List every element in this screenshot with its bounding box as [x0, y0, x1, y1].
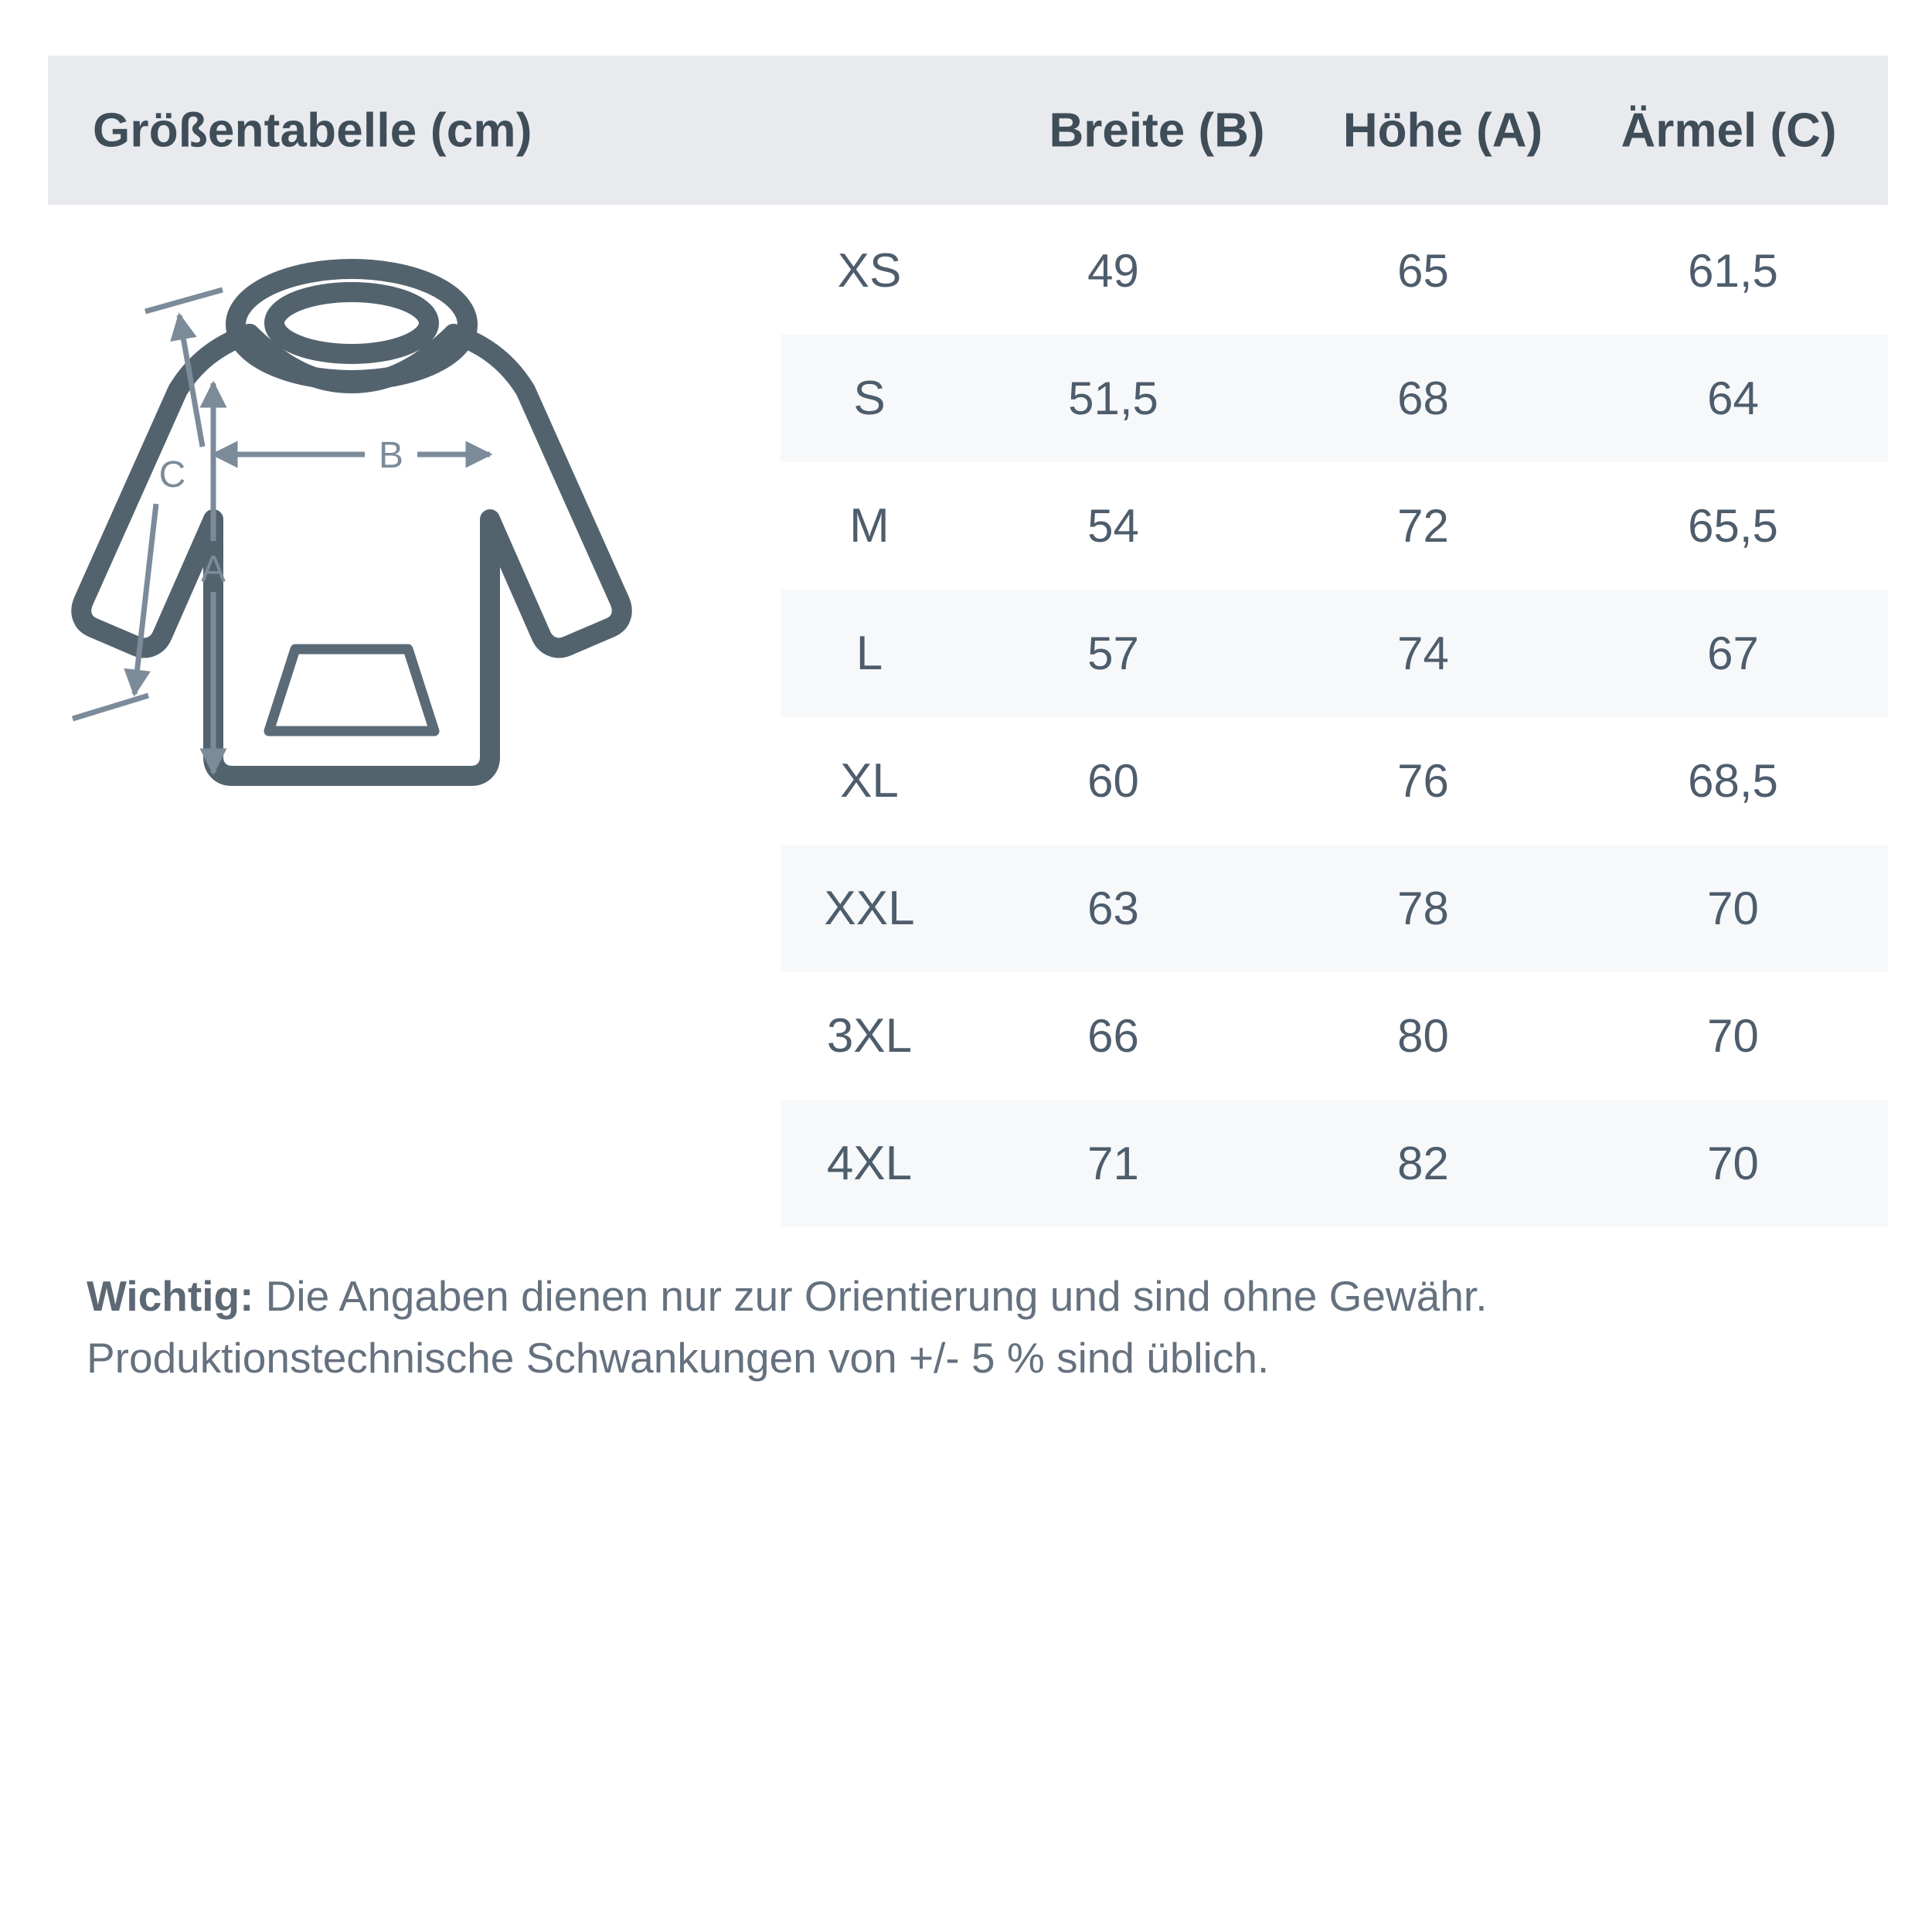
- table-row: XS 49 65 61,5: [781, 207, 1888, 335]
- cell-aermel: 70: [1707, 883, 1759, 934]
- dimension-c: [71, 287, 223, 722]
- table-row: S 51,5 68 64: [781, 335, 1888, 462]
- table-header-band: Größentabelle (cm) Breite (B) Höhe (A) Ä…: [48, 56, 1888, 205]
- disclaimer-label: Wichtig:: [87, 1272, 254, 1320]
- cell-breite: 66: [1087, 1010, 1139, 1062]
- cell-aermel: 67: [1707, 628, 1759, 679]
- cell-size: XL: [840, 754, 899, 808]
- dimension-b-label: B: [379, 435, 403, 476]
- cell-size: L: [855, 627, 883, 680]
- table-row: XXL 63 78 70: [781, 845, 1888, 972]
- disclaimer-line-1: Die Angaben dienen nur zur Orientierung …: [253, 1272, 1488, 1320]
- cell-aermel: 68,5: [1688, 755, 1778, 807]
- cell-breite: 63: [1087, 883, 1139, 934]
- pocket-outline-icon: [264, 644, 440, 736]
- cell-hoehe: 74: [1397, 628, 1449, 679]
- cell-aermel: 70: [1707, 1138, 1759, 1189]
- cell-breite: 60: [1087, 755, 1139, 807]
- cell-aermel: 61,5: [1688, 245, 1778, 297]
- cell-size: XXL: [824, 882, 915, 935]
- table-row: 3XL 66 80 70: [781, 972, 1888, 1100]
- cell-breite: 51,5: [1068, 372, 1158, 424]
- cell-hoehe: 68: [1397, 372, 1449, 424]
- cell-aermel: 65,5: [1688, 500, 1778, 552]
- disclaimer-line-2: Produktionstechnische Schwankungen von +…: [87, 1333, 1270, 1382]
- cell-hoehe: 72: [1397, 500, 1449, 552]
- cell-hoehe: 80: [1397, 1010, 1449, 1062]
- cell-size: 4XL: [826, 1137, 913, 1190]
- cell-breite: 54: [1087, 500, 1139, 552]
- dimension-c-label: C: [159, 454, 186, 495]
- table-row: XL 60 76 68,5: [781, 717, 1888, 845]
- cell-hoehe: 76: [1397, 755, 1449, 807]
- page-title: Größentabelle (cm): [93, 104, 532, 157]
- column-header-aermel: Ärmel (C): [1621, 104, 1837, 157]
- cell-aermel: 70: [1707, 1010, 1759, 1062]
- column-header-breite: Breite (B): [1049, 104, 1265, 157]
- dimension-a-label: A: [201, 549, 226, 590]
- cell-breite: 71: [1087, 1138, 1139, 1189]
- disclaimer-note: Wichtig: Die Angaben dienen nur zur Orie…: [87, 1266, 1887, 1389]
- table-row: 4XL 71 82 70: [781, 1100, 1888, 1227]
- table-row: L 57 74 67: [781, 590, 1888, 717]
- cell-size: 3XL: [826, 1009, 913, 1063]
- cell-hoehe: 82: [1397, 1138, 1449, 1189]
- cell-size: S: [853, 372, 886, 425]
- hoodie-outline-icon: [71, 259, 632, 786]
- column-header-hoehe: Höhe (A): [1342, 104, 1543, 157]
- cell-breite: 49: [1087, 245, 1139, 297]
- cell-hoehe: 65: [1397, 245, 1449, 297]
- cell-hoehe: 78: [1397, 883, 1449, 934]
- cell-size: XS: [837, 244, 902, 298]
- table-row: M 54 72 65,5: [781, 462, 1888, 590]
- size-table: XS 49 65 61,5 S 51,5 68 64 M 54 72 65,5 …: [781, 207, 1888, 1227]
- cell-breite: 57: [1087, 628, 1139, 679]
- cell-size: M: [849, 499, 889, 553]
- cell-aermel: 64: [1707, 372, 1759, 424]
- hoodie-diagram: A B C: [62, 232, 773, 850]
- column-headers: Breite (B) Höhe (A) Ärmel (C): [782, 103, 1887, 158]
